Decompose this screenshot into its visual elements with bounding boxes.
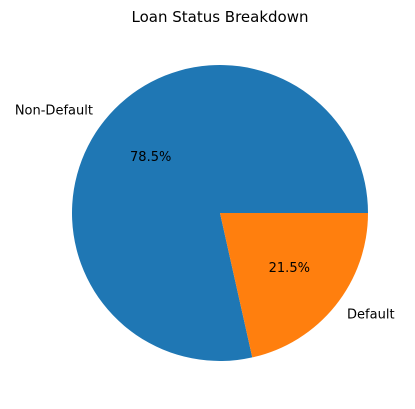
pie-slices [72, 64, 369, 361]
pie-pct-label-default: 21.5% [269, 261, 310, 276]
pie-slice-non-default [72, 64, 369, 361]
pie-label-non-default: Non-Default [15, 104, 93, 119]
pie-pct-label-non-default: 78.5% [130, 150, 171, 165]
pie-slice-default [220, 213, 368, 358]
pie-label-default: Default [347, 307, 395, 322]
pie-labels: Non-Default 78.5% Default 21.5% [15, 104, 395, 323]
chart-title: Loan Status Breakdown [131, 8, 308, 26]
